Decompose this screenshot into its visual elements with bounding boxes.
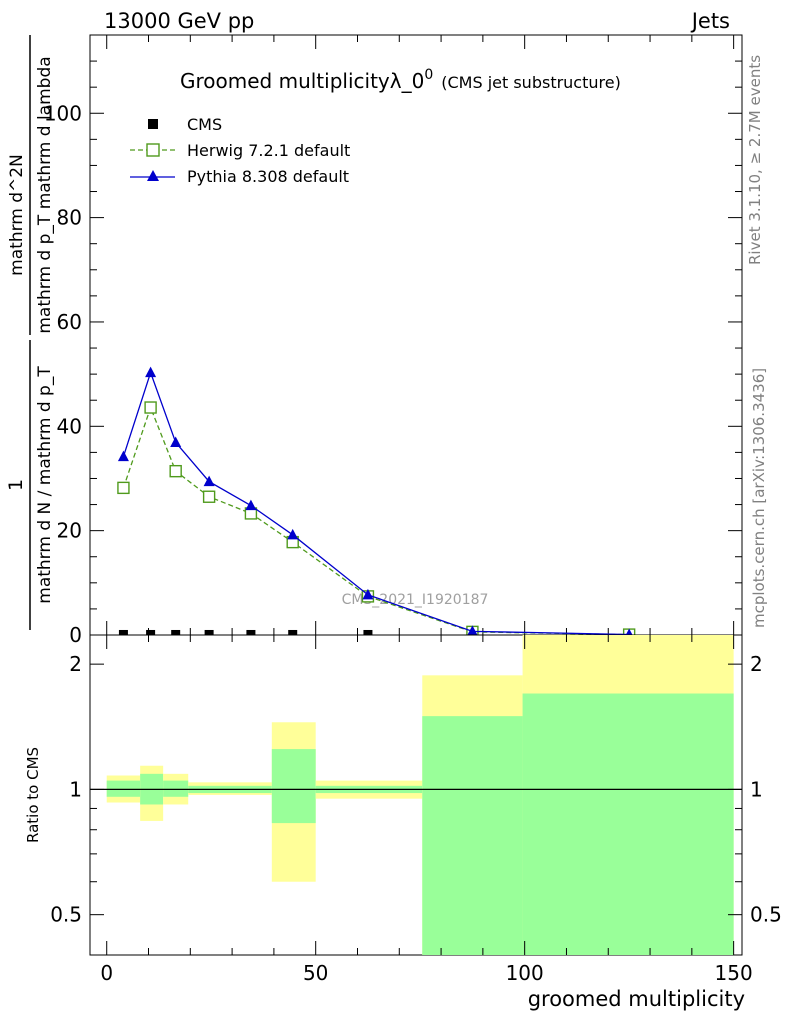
plot-title: Groomed multiplicityλ_00 (CMS jet substru… [180,67,621,93]
data-point-pythia [170,436,182,447]
legend: CMS Herwig 7.2.1 default Pythia 8.308 de… [130,115,350,186]
data-point-pythia [245,499,257,511]
x-tick-label: 50 [303,961,328,985]
main-y-tick-label: 20 [57,519,82,543]
data-point-cms [118,629,128,639]
legend-marker-pythia [147,170,159,181]
x-tick-label: 150 [715,961,753,985]
data-point-cms [146,629,156,639]
ratio-y-label: Ratio to CMS [24,747,42,843]
main-y-tick-label: 60 [57,310,82,334]
ratio-y-tick-label-right: 1 [750,777,763,801]
main-plot-frame [89,34,743,636]
plot-title-lambda: λ_0 [390,69,425,93]
data-point-herwig [144,401,157,414]
header-beam-label: 13000 GeV pp [104,9,254,33]
data-point-pythia [203,475,215,487]
ratio-y-tick-label-right: 0.5 [750,903,782,927]
main-y-tick-label: 0 [69,623,82,647]
analysis-watermark: CMS_2021_I1920187 [342,592,489,608]
ratio-bands-layer [106,635,734,955]
ratio-band-green [422,716,523,955]
mcplots-credit-label: mcplots.cern.ch [arXiv:1306.3436] [750,368,768,628]
main-y-tick-label: 100 [44,101,82,125]
main-y-tick-label: 40 [57,414,82,438]
data-point-pythia [145,366,157,378]
main-y-label-right-numerator: mathrm d^2N [7,154,27,276]
data-point-cms [363,629,373,639]
x-tick-label: 0 [100,961,113,985]
ratio-band-green [163,780,189,797]
ratio-y-tick-label: 2 [69,652,82,676]
data-point-pythia [362,588,374,600]
data-point-cms [204,629,214,639]
legend-label-cms: CMS [187,115,222,134]
x-axis-label: groomed multiplicity [528,987,745,1011]
ratio-y-tick-label-right: 2 [750,652,763,676]
main-y-axis: 0 20 40 60 80 100 [44,60,742,647]
main-y-label: 1 mathrm d N / mathrm d p_T mathrm d^2N … [5,35,55,630]
ratio-y-tick-label: 1 [69,777,82,801]
main-y-label-numerator: 1 [5,479,27,491]
data-point-cms [288,629,298,639]
legend-marker-cms [148,119,158,129]
plot-title-superscript: 0 [424,67,433,83]
ratio-band-green [522,693,734,955]
data-point-herwig [169,464,182,478]
rivet-version-label: Rivet 3.1.10, ≥ 2.7M events [746,55,764,265]
ratio-band-green [106,780,141,797]
main-y-label-denominator: mathrm d N / mathrm d p_T [35,366,55,604]
data-point-pythia [117,450,129,462]
ratio-axes: 0.5 0.5 1 1 2 2 0 50 100 150 [50,635,782,985]
data-point-cms [246,629,256,639]
legend-label-pythia: Pythia 8.308 default [187,167,349,186]
plot-title-main: Groomed multiplicity [180,69,390,93]
data-point-herwig [202,490,216,503]
legend-label-herwig: Herwig 7.2.1 default [187,141,350,160]
header-category-label: Jets [690,9,730,33]
main-y-label-right-denominator: mathrm d p_T mathrm d lambda [35,56,55,333]
main-y-tick-label: 80 [57,206,82,230]
legend-marker-herwig [146,143,160,157]
plot-title-sub: (CMS jet substructure) [441,73,621,92]
data-point-pythia [287,528,299,540]
data-point-cms [171,629,181,639]
data-point-herwig [117,481,130,495]
data-point-pythia [466,625,478,636]
x-tick-label: 100 [506,961,544,985]
ratio-y-tick-label: 0.5 [50,903,82,927]
ratio-band-green [271,749,316,824]
